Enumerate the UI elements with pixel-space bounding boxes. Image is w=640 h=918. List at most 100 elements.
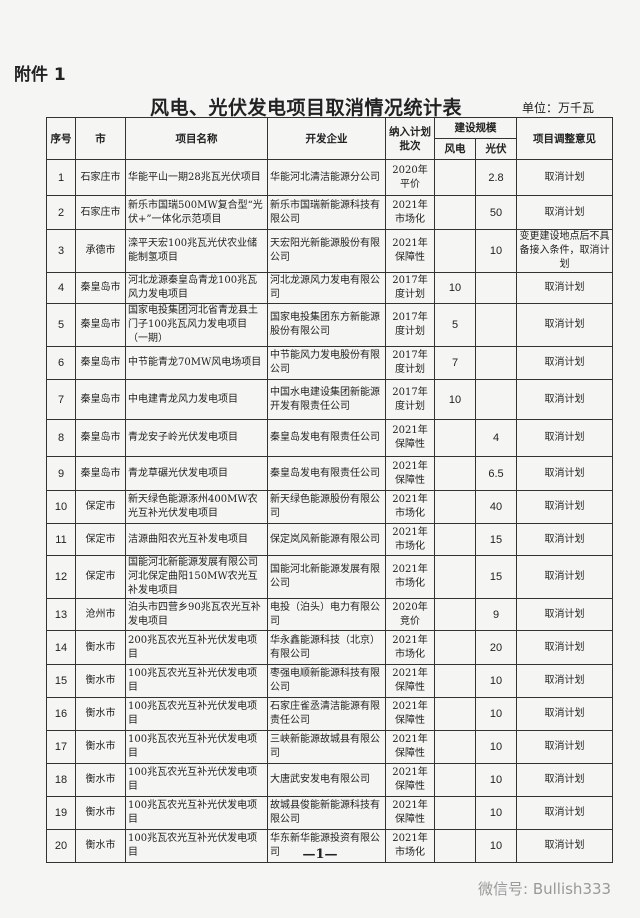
cell-opinion: 取消计划 <box>516 490 613 524</box>
cell-city: 衡水市 <box>75 829 126 863</box>
cell-city: 秦皇岛市 <box>75 346 126 380</box>
cell-project: 新乐市国瑞500MW复合型“光伏+”一体化示范项目 <box>125 195 268 230</box>
cell-project: 华能平山一期28兆瓦光伏项目 <box>125 159 268 196</box>
cell-project: 100兆瓦农光互补光伏发电项目 <box>125 796 268 830</box>
cell-city: 承德市 <box>75 229 126 273</box>
cell-wind <box>434 490 476 524</box>
page-number: —1— <box>302 847 338 862</box>
cell-solar: 10 <box>475 664 517 698</box>
table-row: 10 保定市 新天绿色能源涿州400MW农光互补光伏发电项目 新天绿色能源股份有限公司… <box>46 490 613 524</box>
cell-project: 200兆瓦农光互补光伏发电项目 <box>125 630 268 665</box>
cell-seq: 1 <box>46 159 76 196</box>
cell-batch: 2017年度计划 <box>385 272 435 304</box>
cell-developer: 枣强电顺新能源科技有限公司 <box>267 664 386 698</box>
cell-city: 衡水市 <box>75 796 126 830</box>
cell-batch: 2021年保障性 <box>385 730 435 764</box>
cell-wind: 10 <box>434 379 476 420</box>
cell-developer: 国能河北新能源发展有限公司 <box>267 555 386 599</box>
unit-label: 单位：万千瓦 <box>522 101 595 115</box>
table-row: 11 保定市 洁源曲阳农光互补发电项目 保定岚风新能源有限公司 2021年市场化 15 取消… <box>46 523 613 556</box>
cell-solar: 10 <box>475 763 517 797</box>
cell-city: 秦皇岛市 <box>75 272 126 304</box>
cell-developer: 大唐武安发电有限公司 <box>267 763 386 797</box>
cell-seq: 9 <box>46 456 76 491</box>
cell-batch: 2021年市场化 <box>385 630 435 665</box>
cell-project: 中节能青龙70MW风电场项目 <box>125 346 268 380</box>
cell-city: 保定市 <box>75 490 126 524</box>
cell-developer: 电投（泊头）电力有限公司 <box>267 598 386 631</box>
cell-solar: 4 <box>475 419 517 457</box>
table-row: 13 沧州市 泊头市四营乡90兆瓦农光互补发电项目 电投（泊头）电力有限公司 2020年… <box>46 598 613 631</box>
cell-developer: 天宏阳光新能源股份有限公司 <box>267 229 386 273</box>
cell-seq: 18 <box>46 763 76 797</box>
cell-seq: 6 <box>46 346 76 380</box>
cell-batch: 2021年市场化 <box>385 555 435 599</box>
cell-project: 100兆瓦农光互补光伏发电项目 <box>125 664 268 698</box>
table-row: 12 保定市 国能河北新能源发展有限公司河北保定曲阳150MW农光互补发电项目 国能河… <box>46 555 613 599</box>
cell-batch: 2017年度计划 <box>385 346 435 380</box>
cell-solar <box>475 303 517 347</box>
cell-seq: 15 <box>46 664 76 698</box>
cell-project: 国家电投集团河北省青龙县土门子100兆瓦风力发电项目（一期） <box>125 303 268 347</box>
table-row: 9 秦皇岛市 青龙草碾光伏发电项目 秦皇岛发电有限责任公司 2021年保障性 6.5 取消计… <box>46 456 613 491</box>
header-opinion: 项目调整意见 <box>516 117 613 160</box>
cell-solar: 40 <box>475 490 517 524</box>
cell-seq: 7 <box>46 379 76 420</box>
cell-solar: 20 <box>475 630 517 665</box>
cell-opinion: 取消计划 <box>516 195 613 230</box>
cell-wind <box>434 419 476 457</box>
cell-wind <box>434 730 476 764</box>
cell-opinion: 取消计划 <box>516 159 613 196</box>
cell-batch: 2021年市场化 <box>385 195 435 230</box>
header-wind: 风电 <box>434 138 476 160</box>
table-row: 4 秦皇岛市 河北龙源秦皇岛青龙100兆瓦风力发电项目 河北龙源风力发电有限公司 201… <box>46 272 613 304</box>
attachment-label: 附件 1 <box>14 65 66 85</box>
cell-opinion: 取消计划 <box>516 303 613 347</box>
cell-developer: 华能河北清洁能源分公司 <box>267 159 386 196</box>
cell-batch: 2021年市场化 <box>385 829 435 863</box>
table-row: 19 衡水市 100兆瓦农光互补光伏发电项目 故城县俊能新能源科技有限公司 2021年保… <box>46 796 613 830</box>
cell-solar: 15 <box>475 523 517 556</box>
cell-opinion: 取消计划 <box>516 598 613 631</box>
cell-opinion: 取消计划 <box>516 630 613 665</box>
cell-solar: 15 <box>475 555 517 599</box>
cell-project: 中电建青龙风力发电项目 <box>125 379 268 420</box>
cell-city: 衡水市 <box>75 697 126 731</box>
cell-developer: 国家电投集团东方新能源股份有限公司 <box>267 303 386 347</box>
cell-city: 秦皇岛市 <box>75 303 126 347</box>
cell-opinion: 取消计划 <box>516 763 613 797</box>
cell-developer: 秦皇岛发电有限责任公司 <box>267 456 386 491</box>
header-batch: 纳入计划批次 <box>385 117 435 160</box>
table-row: 14 衡水市 200兆瓦农光互补光伏发电项目 华永鑫能源科技（北京）有限公司 2021年… <box>46 630 613 665</box>
cell-solar: 50 <box>475 195 517 230</box>
cell-opinion: 取消计划 <box>516 730 613 764</box>
cell-solar: 10 <box>475 229 517 273</box>
cell-wind <box>434 763 476 797</box>
header-scale: 建设规模 <box>434 117 517 139</box>
cell-seq: 8 <box>46 419 76 457</box>
cell-seq: 20 <box>46 829 76 863</box>
cell-opinion: 取消计划 <box>516 272 613 304</box>
cell-solar: 2.8 <box>475 159 517 196</box>
cell-batch: 2017年度计划 <box>385 379 435 420</box>
cell-developer: 华东新华能源投资有限公司 <box>267 829 386 863</box>
header-solar: 光伏 <box>475 138 517 160</box>
cell-project: 国能河北新能源发展有限公司河北保定曲阳150MW农光互补发电项目 <box>125 555 268 599</box>
table-row: 15 衡水市 100兆瓦农光互补光伏发电项目 枣强电顺新能源科技有限公司 2021年保障… <box>46 664 613 698</box>
cell-developer: 中国水电建设集团新能源开发有限责任公司 <box>267 379 386 420</box>
document-title: 风电、光伏发电项目取消情况统计表 <box>150 97 463 119</box>
table-row: 2 石家庄市 新乐市国瑞500MW复合型“光伏+”一体化示范项目 新乐市国瑞新能源科技… <box>46 195 613 230</box>
cell-project: 泊头市四营乡90兆瓦农光互补发电项目 <box>125 598 268 631</box>
cell-wind: 10 <box>434 272 476 304</box>
cell-developer: 中节能风力发电股份有限公司 <box>267 346 386 380</box>
cell-project: 100兆瓦农光互补光伏发电项目 <box>125 763 268 797</box>
cell-opinion: 取消计划 <box>516 829 613 863</box>
cell-opinion: 取消计划 <box>516 346 613 380</box>
cell-solar <box>475 272 517 304</box>
cell-city: 沧州市 <box>75 598 126 631</box>
cell-wind <box>434 555 476 599</box>
cell-wind <box>434 195 476 230</box>
cell-solar: 10 <box>475 730 517 764</box>
cell-seq: 2 <box>46 195 76 230</box>
